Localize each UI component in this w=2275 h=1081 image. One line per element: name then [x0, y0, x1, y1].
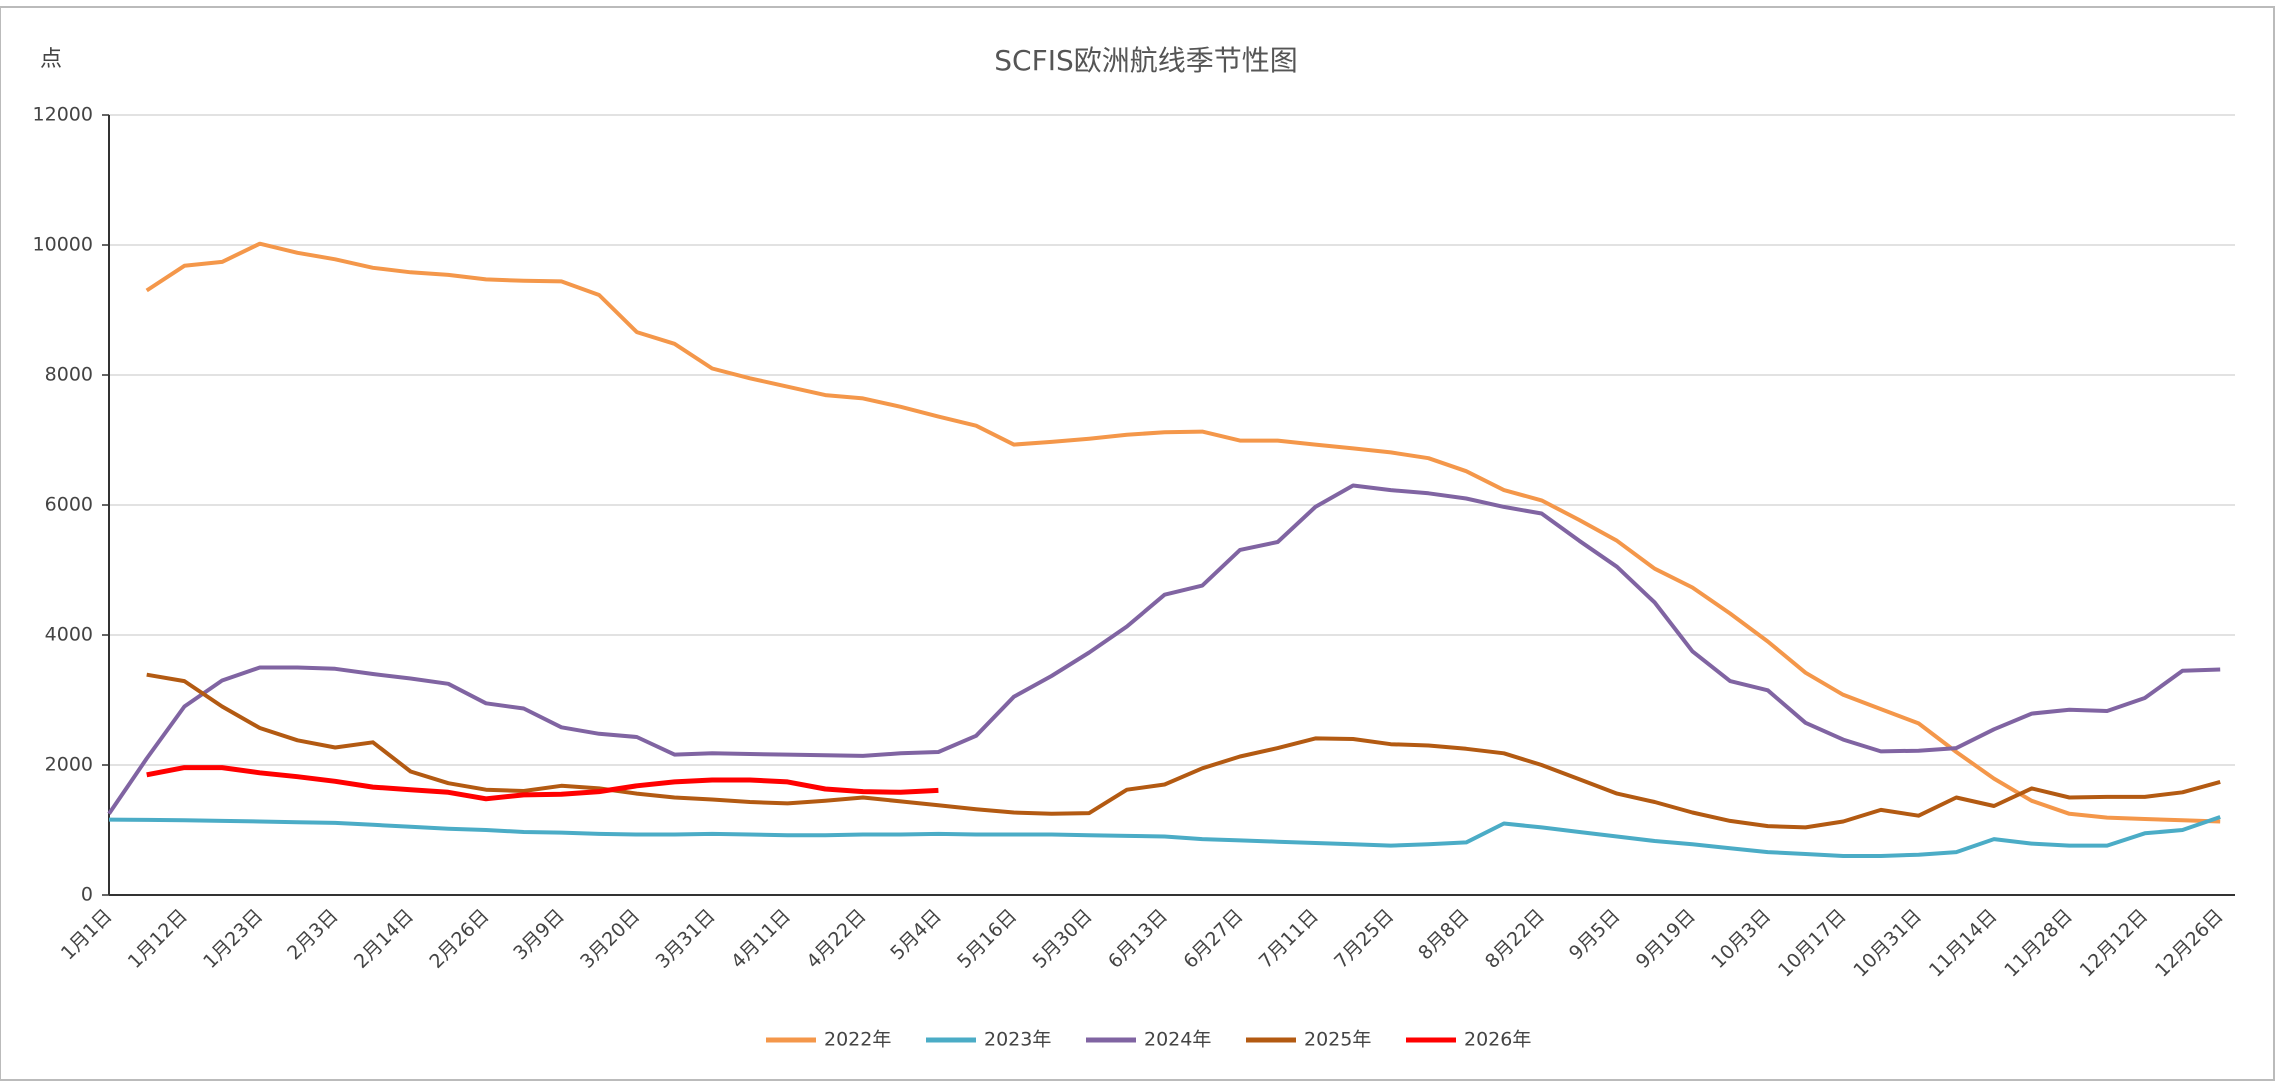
y-tick-label: 2000 [45, 754, 93, 776]
series-line [145, 241, 2221, 824]
legend-label: 2022年 [824, 1029, 891, 1051]
series-line [107, 483, 2221, 815]
legend-label: 2023年 [984, 1029, 1051, 1051]
series-line [108, 815, 2221, 858]
y-tick-label: 10000 [33, 234, 93, 256]
series-line [146, 765, 939, 802]
legend-label: 2026年 [1464, 1029, 1531, 1051]
y-tick-label: 4000 [45, 624, 93, 646]
chart-title: SCFIS欧洲航线季节性图 [994, 44, 1297, 77]
y-unit: 点 [40, 47, 62, 72]
frame [0, 6, 2275, 1081]
legend-label: 2024年 [1144, 1029, 1211, 1051]
y-tick-label: 6000 [45, 494, 93, 516]
series-line [146, 672, 2221, 830]
y-tick-label: 12000 [33, 104, 93, 126]
y-tick-label: 8000 [45, 364, 93, 386]
legend-label: 2025年 [1304, 1029, 1371, 1051]
y-tick-label: 0 [81, 884, 93, 906]
